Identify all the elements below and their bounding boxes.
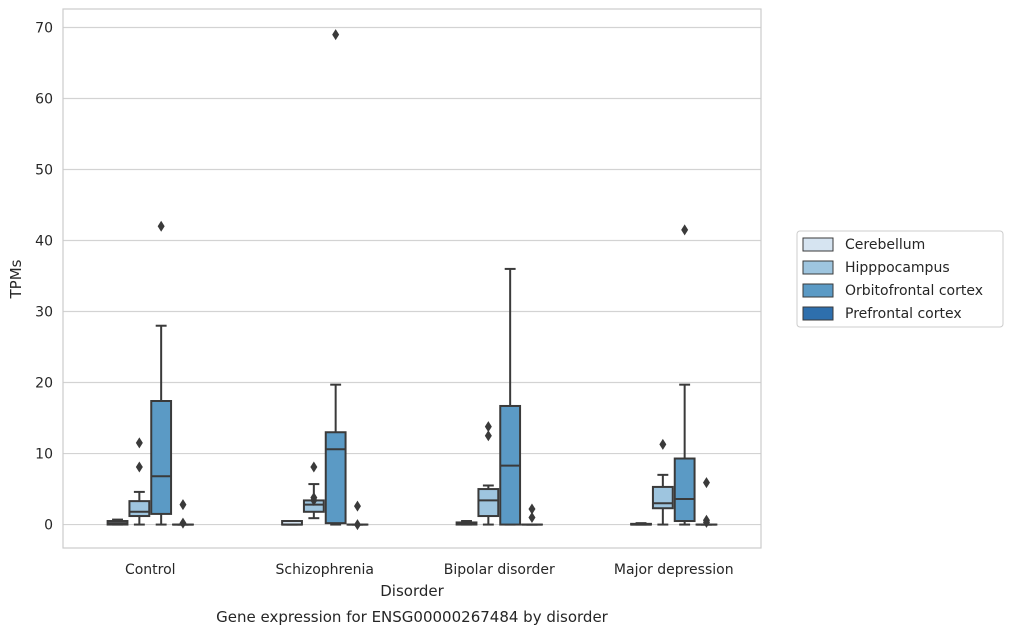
x-tick-label: Major depression [614,562,734,578]
y-tick-label: 40 [35,234,53,250]
outlier-point [528,503,535,514]
legend-label: Prefrontal cortex [845,306,962,322]
y-tick-label: 70 [35,20,53,36]
x-tick-label: Bipolar disorder [444,562,555,578]
y-tick-label: 60 [35,91,53,107]
legend-swatch [803,261,833,274]
box-group [108,520,128,525]
box-group [631,523,651,524]
chart-caption: Gene expression for ENSG00000267484 by d… [216,608,609,626]
y-tick-label: 30 [35,305,53,321]
legend: Cerebellum Hipppocampus Orbitofrontal cort… [797,231,1003,327]
outlier-point [179,518,186,529]
box-group [478,421,498,525]
y-tick-label: 0 [44,518,53,534]
outlier-point [136,437,143,448]
box [675,459,695,521]
x-tick-label: Schizophrenia [276,562,374,578]
box-group [697,477,717,528]
box-group [457,521,477,525]
boxes [108,29,717,530]
legend-label: Hipppocampus [845,260,950,276]
box-group [151,221,171,525]
box [326,432,346,523]
box-group [173,499,193,528]
box-group [304,462,324,519]
box-group [675,224,695,524]
box-group [282,521,302,525]
outlier-point [136,462,143,473]
x-tick-label: Control [125,562,176,578]
legend-swatch [803,284,833,297]
box-group [500,269,520,525]
outlier-point [659,439,666,450]
box-group [653,439,673,525]
y-tick-label: 10 [35,447,53,463]
outlier-point [332,29,339,40]
outlier-point [703,477,710,488]
box-group [522,503,542,524]
outlier-point [158,221,165,232]
x-axis-label: Disorder [380,582,444,600]
legend-label: Cerebellum [845,237,925,253]
box-group [348,501,368,530]
legend-swatch [803,307,833,320]
outlier-point [681,224,688,235]
box-group [129,437,149,524]
box [151,401,171,514]
outlier-point [485,421,492,432]
outlier-point [179,499,186,510]
legend-swatch [803,238,833,251]
y-axis-label: TPMs [7,259,25,299]
legend-label: Orbitofrontal cortex [845,283,983,299]
y-tick-labels: 0 10 20 30 40 50 60 70 [35,20,53,533]
outlier-point [310,462,317,473]
y-tick-label: 20 [35,376,53,392]
outlier-point [354,501,361,512]
x-tick-labels: Control Schizophrenia Bipolar disorder Majo… [125,562,734,578]
box [478,489,498,516]
box [129,501,149,516]
box-group [326,29,346,525]
outlier-point [354,519,361,530]
y-tick-label: 50 [35,162,53,178]
box [653,487,673,508]
